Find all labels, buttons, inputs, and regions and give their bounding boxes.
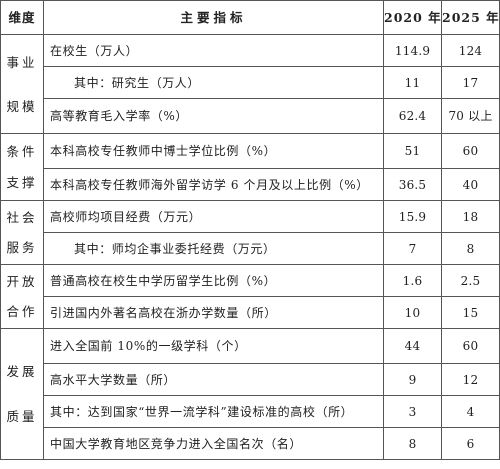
dimension-cell: 社会 服务 <box>0 200 44 265</box>
value-2020-cell: 51 <box>383 133 442 169</box>
indicator-cell: 中国大学教育地区竞争力进入全国名次（名） <box>43 427 384 460</box>
value-2020-cell: 3 <box>383 395 442 428</box>
dimension-cell: 事业 规模 <box>0 34 44 134</box>
indicator-cell: 引进国内外著名高校在浙办学数量（所） <box>43 296 384 329</box>
dimension-label: 规模 <box>6 98 38 114</box>
value-2025-cell: 15 <box>441 296 500 329</box>
value-2025-cell: 17 <box>441 66 500 99</box>
table-row: 高水平大学数量（所） 9 12 <box>1 363 500 396</box>
value-2020-cell: 114.9 <box>383 34 442 67</box>
value-2025-cell: 6 <box>441 427 500 460</box>
table-row: 其中：达到国家“世界一流学科”建设标准的高校（所） 3 4 <box>1 395 500 428</box>
value-2025-cell: 18 <box>441 200 500 233</box>
table-row: 其中：研究生（万人） 11 17 <box>1 66 500 99</box>
header-year-2020: 2020 年 <box>383 0 442 35</box>
value-2025-cell: 124 <box>441 34 500 67</box>
header-row: 维度 主要指标 2020 年 2025 年 <box>0 0 500 35</box>
value-2020-cell: 62.4 <box>383 98 442 134</box>
indicator-cell: 高等教育毛入学率（%） <box>43 98 384 134</box>
table-row: 发展 质量 进入全国前 10%的一级学科（个） 44 60 <box>0 328 500 460</box>
dimension-label: 服务 <box>6 240 38 255</box>
value-2020-cell: 10 <box>383 296 442 329</box>
value-2020-cell: 44 <box>383 328 442 364</box>
dimension-cell: 条件 支撑 <box>0 133 44 201</box>
table-row: 其中：师均企事业委托经费（万元） 7 8 <box>1 232 500 265</box>
indicator-cell: 高水平大学数量（所） <box>43 363 384 396</box>
indicator-cell: 在校生（万人） <box>43 34 384 67</box>
value-2020-cell: 1.6 <box>383 264 442 297</box>
value-2025-cell: 60 <box>441 133 500 169</box>
dimension-cell: 发展 质量 <box>0 328 44 460</box>
dimension-cell: 开放 合作 <box>0 264 44 329</box>
value-2025-cell: 40 <box>441 168 500 201</box>
dimension-label: 社会 <box>6 210 38 225</box>
table-row: 中国大学教育地区竞争力进入全国名次（名） 8 6 <box>1 427 500 460</box>
value-2025-cell: 4 <box>441 395 500 428</box>
dimension-label: 条件 <box>6 144 38 159</box>
indicator-cell: 本科高校专任教师中博士学位比例（%） <box>43 133 384 169</box>
indicator-cell: 本科高校专任教师海外留学访学 6 个月及以上比例（%） <box>43 168 384 201</box>
value-2025-cell: 12 <box>441 363 500 396</box>
indicator-cell: 其中：师均企事业委托经费（万元） <box>43 232 384 265</box>
dimension-label: 事业 <box>6 54 38 70</box>
header-dimension: 维度 <box>0 0 44 35</box>
table-row: 条件 支撑 本科高校专任教师中博士学位比例（%） 51 60 <box>0 133 500 201</box>
table-row: 高等教育毛入学率（%） 62.4 70 以上 <box>1 98 500 134</box>
value-2025-cell: 70 以上 <box>441 98 500 134</box>
header-year-2025: 2025 年 <box>441 0 500 35</box>
value-2025-cell: 2.5 <box>441 264 500 297</box>
dimension-label: 合作 <box>6 304 38 319</box>
header-indicator: 主要指标 <box>43 0 384 35</box>
table-row: 社会 服务 高校师均项目经费（万元） 15.9 18 <box>0 200 500 265</box>
indicator-cell: 其中：达到国家“世界一流学科”建设标准的高校（所） <box>43 395 384 428</box>
dimension-label: 开放 <box>6 274 38 289</box>
dimension-label: 发展 <box>6 364 38 379</box>
indicator-cell: 其中：研究生（万人） <box>43 66 384 99</box>
value-2020-cell: 15.9 <box>383 200 442 233</box>
value-2020-cell: 7 <box>383 232 442 265</box>
indicator-cell: 普通高校在校生中学历留学生比例（%） <box>43 264 384 297</box>
value-2020-cell: 36.5 <box>383 168 442 201</box>
value-2020-cell: 11 <box>383 66 442 99</box>
table-row: 本科高校专任教师海外留学访学 6 个月及以上比例（%） 36.5 40 <box>1 168 500 201</box>
value-2025-cell: 60 <box>441 328 500 364</box>
value-2025-cell: 8 <box>441 232 500 265</box>
dimension-label: 质量 <box>6 409 38 424</box>
indicator-cell: 高校师均项目经费（万元） <box>43 200 384 233</box>
table-row: 引进国内外著名高校在浙办学数量（所） 10 15 <box>1 296 500 329</box>
indicator-cell: 进入全国前 10%的一级学科（个） <box>43 328 384 364</box>
table-row: 事业 规模 在校生（万人） 114.9 124 <box>0 34 500 134</box>
table-row: 开放 合作 普通高校在校生中学历留学生比例（%） 1.6 2.5 <box>0 264 500 329</box>
value-2020-cell: 9 <box>383 363 442 396</box>
dimension-label: 支撑 <box>6 175 38 190</box>
value-2020-cell: 8 <box>383 427 442 460</box>
